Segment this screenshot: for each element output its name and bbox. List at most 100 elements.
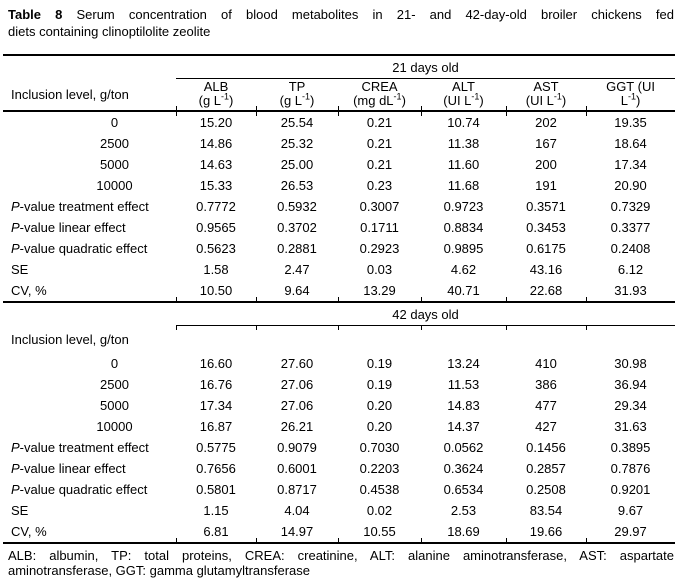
stat-row: CV, % 6.81 14.97 10.55 18.69 19.66 29.97	[3, 521, 676, 544]
value-cell: 25.54	[256, 111, 338, 133]
value-cell: 410	[535, 356, 557, 371]
value-cell: 0.5932	[277, 199, 317, 214]
value-cell: 11.38	[447, 136, 480, 151]
unit-exponent: -1	[553, 91, 562, 102]
value-cell: 27.60	[280, 356, 314, 371]
stat-row-label: CV, %	[3, 521, 176, 544]
data-row: 5000 14.63 25.00 0.21 11.60 200 17.34	[3, 154, 675, 175]
age-row-spacer	[3, 302, 176, 326]
stat-label-text: CV, %	[11, 524, 47, 539]
value-cell: 11.53	[447, 377, 480, 392]
value-cell: 191	[535, 178, 557, 193]
table-footnote: ALB: albumin, TP: total proteins, CREA: …	[8, 548, 674, 578]
value-cell: 0.6175	[526, 241, 566, 256]
document-page: Table 8 Serum concentration of blood met…	[0, 6, 680, 583]
empty-cell	[338, 325, 421, 353]
unit-close: )	[635, 93, 641, 108]
value-cell: 0.21	[366, 157, 393, 172]
value-cell: 0.7772	[196, 199, 236, 214]
empty-cell	[421, 325, 506, 353]
value-cell: 0.20	[366, 419, 393, 434]
stat-label-italic: P	[11, 220, 20, 235]
value-cell: 0.2203	[359, 461, 400, 476]
value-cell: 0.9201	[610, 482, 651, 497]
column-unit: (mg dL-1)	[338, 92, 421, 108]
value-cell: 15.20	[176, 111, 256, 133]
value-cell: 36.94	[614, 377, 647, 392]
value-cell: 18.64	[614, 136, 647, 151]
value-cell: 31.93	[586, 280, 676, 303]
column-abbr: CREA	[361, 79, 398, 94]
stat-row-label: P-value treatment effect	[3, 437, 176, 458]
value-cell: 25.00	[280, 157, 314, 172]
stat-label-text: -value treatment effect	[19, 199, 149, 214]
stat-row-label: P-value quadratic effect	[3, 479, 176, 500]
column-abbr: ALT	[452, 79, 475, 94]
value-cell: 0.8717	[277, 482, 317, 497]
unit-open: (UI L	[443, 93, 472, 108]
row-axis-label: Inclusion level, g/ton	[11, 331, 129, 347]
empty-cell	[176, 325, 256, 353]
value-cell: 30.98	[614, 356, 647, 371]
value-cell: 25.32	[280, 136, 314, 151]
value-cell: 27.06	[280, 377, 314, 392]
value-cell: 0.5801	[196, 482, 236, 497]
value-cell: 1.15	[203, 503, 229, 518]
stat-row-label: CV, %	[3, 280, 176, 303]
stat-label-text: CV, %	[11, 283, 47, 298]
value-cell: 6.12	[617, 262, 644, 277]
stat-label-italic: P	[11, 199, 20, 214]
value-cell: 29.34	[614, 398, 647, 413]
value-cell: 0.21	[338, 111, 421, 133]
value-cell: 0.20	[366, 398, 393, 413]
column-abbr: ALB	[203, 79, 229, 94]
inclusion-level: 2500	[100, 377, 129, 392]
column-abbr: GGT (UI	[606, 79, 655, 94]
value-cell: 0.1711	[360, 220, 399, 235]
value-cell: 29.97	[586, 521, 676, 544]
value-cell: 20.90	[614, 178, 647, 193]
inclusion-level: 10000	[96, 178, 133, 193]
stat-row-label: P-value quadratic effect	[3, 238, 176, 259]
value-cell: 0.7876	[610, 461, 651, 476]
unit-open: (g L	[198, 93, 222, 108]
value-cell: 2.47	[284, 262, 310, 277]
stat-row: CV, % 10.50 9.64 13.29 40.71 22.68 31.93	[3, 280, 676, 303]
caption-line-2: diets containing clinoptilolite zeolite	[8, 24, 211, 39]
empty-cell	[256, 325, 338, 353]
column-unit: (UI L-1)	[421, 91, 506, 108]
stat-label-text: -value linear effect	[19, 461, 126, 476]
value-cell: 0.7656	[196, 461, 236, 476]
value-cell: 10.50	[176, 280, 256, 303]
stat-row: P-value quadratic effect 0.5623 0.2881 0.29…	[3, 238, 675, 259]
value-cell: 0.03	[366, 262, 393, 277]
column-unit: (g L-1)	[256, 92, 338, 108]
value-cell: 4.62	[450, 262, 477, 277]
stat-row-label: P-value treatment effect	[3, 196, 176, 217]
unit-exponent: -1	[471, 91, 480, 102]
value-cell: 0.5623	[196, 241, 236, 256]
value-cell: 0.5775	[196, 440, 236, 455]
value-cell: 0.3453	[526, 220, 566, 235]
stat-label-text: -value quadratic effect	[19, 241, 148, 256]
stat-label-italic: P	[11, 440, 20, 455]
value-cell: 19.35	[586, 111, 676, 133]
value-cell: 0.6534	[443, 482, 484, 497]
stat-label-italic: P	[11, 461, 20, 476]
age-section-row: 21 days old	[3, 54, 676, 79]
age-section-row: 42 days old	[3, 302, 676, 326]
value-cell: 0.3007	[359, 199, 400, 214]
value-cell: 0.2857	[526, 461, 566, 476]
column-abbr: AST	[533, 79, 559, 94]
value-cell: 0.02	[366, 503, 393, 518]
value-cell: 386	[535, 377, 557, 392]
value-cell: 0.9079	[277, 440, 317, 455]
value-cell: 0.7030	[359, 440, 400, 455]
value-cell: 16.87	[199, 419, 233, 434]
value-cell: 477	[535, 398, 557, 413]
value-cell: 202	[506, 111, 586, 133]
stat-label-italic: P	[11, 482, 20, 497]
table-caption: Table 8 Serum concentration of blood met…	[8, 6, 674, 40]
value-cell: 0.6001	[277, 461, 317, 476]
value-cell: 0.9895	[443, 241, 484, 256]
